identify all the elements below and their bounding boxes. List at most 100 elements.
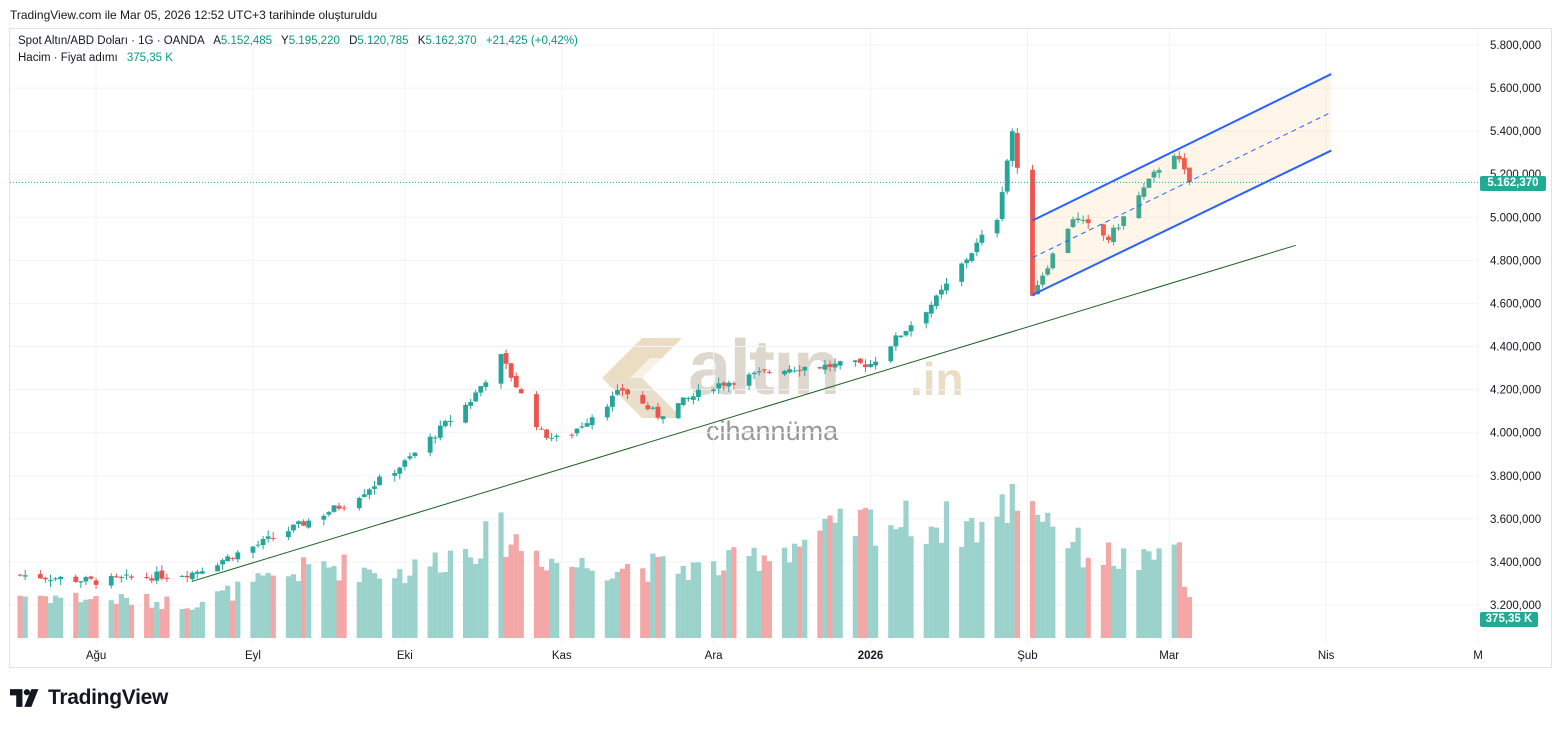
candle-body (792, 370, 798, 372)
volume-legend: Hacim · Fiyat adımı 375,35 K (18, 52, 173, 64)
volume-bar (1115, 568, 1122, 638)
symbol-label[interactable]: Spot Altın/ABD Doları · 1G · OANDA (18, 35, 204, 47)
tradingview-logo[interactable]: TradingView (10, 686, 168, 710)
volume-bar (47, 602, 54, 638)
candle-body (544, 429, 549, 438)
channel-mid-line (1032, 111, 1332, 259)
candle-body (837, 361, 843, 366)
volume-bar (194, 607, 200, 638)
volume-bar (22, 596, 28, 638)
candle-body (731, 383, 737, 385)
candle-body (964, 259, 970, 264)
candle-body (609, 395, 615, 407)
volume-bar (513, 534, 519, 638)
x-tick-label: Eyl (245, 650, 261, 662)
candle-body (437, 425, 443, 438)
volume-bar (827, 515, 833, 638)
candle-body (88, 576, 94, 579)
candle-body (1004, 160, 1010, 192)
volume-bar (1171, 544, 1177, 638)
volume-bar (994, 516, 1000, 638)
candle-body (1141, 187, 1147, 197)
candle-body (534, 394, 539, 428)
candle-body (766, 371, 772, 373)
volume-bar (341, 554, 347, 638)
volume-bar (802, 539, 808, 638)
x-tick-label: Eki (397, 650, 413, 662)
candle-body (1101, 224, 1106, 236)
volume-bar (852, 536, 858, 638)
volume-bar (326, 567, 332, 638)
candle-body (852, 360, 858, 363)
candle-body (782, 370, 787, 375)
volume-bar (250, 581, 256, 638)
candle-body (184, 575, 190, 578)
candle-body (711, 389, 717, 392)
ohlc-legend: Spot Altın/ABD Doları · 1G · OANDA A5.15… (18, 35, 578, 47)
candle-body (994, 220, 1000, 234)
volume-label[interactable]: Hacim · Fiyat adımı (18, 52, 118, 64)
volume-bar (867, 509, 874, 638)
candle-body (356, 497, 362, 509)
candle-body (939, 289, 944, 295)
candle-body (412, 452, 418, 456)
volume-bar (731, 547, 737, 638)
x-tick-label: Kas (552, 650, 572, 662)
candle-body (17, 574, 23, 576)
close-label: K (417, 35, 426, 47)
candle-body (326, 512, 332, 515)
volume-bar (371, 573, 378, 638)
candle-body (944, 283, 949, 291)
candle-body (756, 371, 762, 373)
candle-body (832, 363, 838, 368)
volume-bar (483, 521, 489, 638)
x-tick-label: Şub (1017, 650, 1037, 662)
volume-bar (1146, 551, 1152, 638)
volume-bar (609, 578, 615, 638)
last-price-badge: 5.162,370 (1480, 176, 1546, 191)
candle-body (797, 370, 803, 372)
volume-bar (1040, 521, 1046, 638)
candle-body (58, 576, 64, 580)
candle-body (483, 382, 489, 387)
candle-body (549, 437, 555, 439)
candle-body (716, 383, 722, 389)
volume-bar (179, 609, 185, 638)
candle-body (377, 476, 382, 486)
candle-body (721, 382, 727, 386)
volume-bar (402, 583, 408, 638)
volume-bar (538, 566, 545, 638)
volume-bar (614, 571, 621, 638)
candle-body (230, 558, 236, 560)
x-tick-label: Ağu (86, 650, 106, 662)
candle-body (660, 416, 666, 420)
volume-bar (235, 581, 241, 638)
volume-bar (1176, 542, 1182, 638)
candle-body (321, 515, 327, 520)
candle-body (620, 388, 625, 391)
volume-bar (149, 607, 155, 638)
volume-bar (786, 562, 793, 638)
candle-body (1121, 216, 1127, 226)
volume-bar (123, 597, 130, 638)
candle-body (442, 421, 448, 427)
candle-body (1014, 133, 1020, 168)
volume-bar (619, 568, 626, 638)
candle-body (301, 521, 306, 526)
volume-bar (979, 521, 985, 638)
volume-bar (1100, 565, 1107, 638)
volume-bar (690, 562, 696, 638)
candle-body (53, 578, 58, 580)
candle-body (503, 353, 509, 364)
volume-bar (797, 546, 803, 638)
volume-bar (543, 570, 550, 638)
chart-frame[interactable] (9, 28, 1552, 668)
candle-body (113, 576, 119, 578)
candle-body (923, 312, 929, 324)
volume-bar (943, 501, 950, 638)
volume-bar (1009, 483, 1015, 638)
candle-body (1156, 170, 1162, 173)
candle-body (1045, 268, 1051, 275)
candle-body (164, 577, 170, 579)
